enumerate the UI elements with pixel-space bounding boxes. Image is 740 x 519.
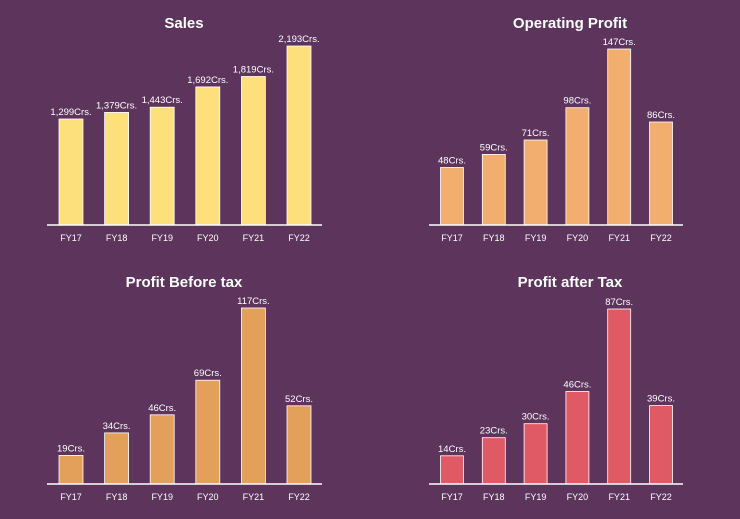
x-tick-label: FY18 bbox=[106, 492, 128, 502]
data-label: 14Crs. bbox=[438, 444, 466, 455]
bar-fy17 bbox=[440, 167, 464, 226]
data-label: 19Crs. bbox=[57, 443, 85, 454]
x-tick-label: FY17 bbox=[441, 492, 463, 502]
bar-fy17 bbox=[58, 454, 84, 485]
bar-fy20 bbox=[565, 107, 590, 226]
x-tick-label: FY21 bbox=[243, 492, 265, 502]
chart-title: Profit after Tax bbox=[518, 274, 623, 291]
chart-panel-3: Profit Before tax 19Crs. FY17 34Crs. FY18 46C… bbox=[47, 274, 322, 502]
bar-fy22 bbox=[649, 405, 673, 485]
chart-panel-1: Sales 1,299Crs. FY17 1,379Crs. FY18 1,443Crs.… bbox=[47, 15, 322, 243]
data-label: 34Crs. bbox=[103, 421, 131, 432]
chart-title: Sales bbox=[164, 15, 203, 32]
x-tick-label: FY19 bbox=[151, 492, 173, 502]
bar-fy20 bbox=[565, 391, 590, 485]
data-label: 1,819Crs. bbox=[233, 65, 274, 76]
x-tick-label: FY18 bbox=[483, 233, 505, 243]
x-tick-label: FY17 bbox=[60, 492, 82, 502]
bar-fy17 bbox=[58, 118, 84, 226]
bar-fy19 bbox=[523, 139, 548, 226]
x-tick-label: FY22 bbox=[650, 492, 672, 502]
data-label: 1,692Crs. bbox=[187, 75, 228, 86]
chart-panel-4: Profit after Tax 14Crs. FY17 23Crs. FY18 30Cr… bbox=[429, 274, 683, 502]
x-tick-label: FY22 bbox=[650, 233, 672, 243]
data-label: 39Crs. bbox=[647, 394, 675, 405]
x-tick-label: FY17 bbox=[60, 233, 82, 243]
data-label: 87Crs. bbox=[605, 297, 633, 308]
x-tick-label: FY21 bbox=[243, 233, 265, 243]
x-tick-label: FY22 bbox=[288, 492, 310, 502]
bar-fy18 bbox=[104, 432, 129, 485]
bar-fy18 bbox=[104, 112, 129, 226]
data-label: 117Crs. bbox=[237, 296, 270, 307]
data-label: 23Crs. bbox=[480, 426, 508, 437]
bar-fy21 bbox=[607, 308, 632, 485]
data-label: 1,299Crs. bbox=[50, 107, 91, 118]
x-tick-label: FY21 bbox=[608, 233, 630, 243]
data-label: 147Crs. bbox=[603, 37, 636, 48]
data-label: 1,379Crs. bbox=[96, 100, 137, 111]
data-label: 69Crs. bbox=[194, 368, 222, 379]
x-tick-label: FY20 bbox=[197, 492, 219, 502]
data-label: 2,193Crs. bbox=[278, 34, 319, 45]
x-tick-label: FY19 bbox=[525, 233, 547, 243]
bar-fy21 bbox=[607, 48, 632, 226]
x-tick-label: FY20 bbox=[197, 233, 219, 243]
data-label: 30Crs. bbox=[522, 412, 550, 423]
bar-fy19 bbox=[523, 423, 548, 485]
x-tick-label: FY17 bbox=[441, 233, 463, 243]
data-label: 1,443Crs. bbox=[142, 95, 183, 106]
data-label: 98Crs. bbox=[563, 96, 591, 107]
bar-fy18 bbox=[481, 153, 506, 226]
bar-fy21 bbox=[240, 76, 266, 226]
x-tick-label: FY20 bbox=[567, 492, 589, 502]
x-tick-label: FY18 bbox=[483, 492, 505, 502]
data-label: 46Crs. bbox=[563, 380, 591, 391]
x-tick-label: FY19 bbox=[151, 233, 173, 243]
bar-fy17 bbox=[440, 455, 464, 485]
bar-fy20 bbox=[195, 379, 221, 485]
x-tick-label: FY20 bbox=[567, 233, 589, 243]
data-label: 59Crs. bbox=[480, 142, 508, 153]
bar-fy22 bbox=[649, 121, 673, 226]
bar-fy22 bbox=[286, 45, 312, 226]
bar-fy18 bbox=[481, 437, 506, 485]
data-label: 52Crs. bbox=[285, 394, 313, 405]
x-tick-label: FY22 bbox=[288, 233, 310, 243]
x-tick-label: FY18 bbox=[106, 233, 128, 243]
bar-fy20 bbox=[195, 86, 221, 226]
bar-fy22 bbox=[286, 405, 312, 485]
x-tick-label: FY19 bbox=[525, 492, 547, 502]
bar-fy21 bbox=[240, 307, 266, 485]
data-label: 46Crs. bbox=[148, 403, 176, 414]
bar-fy19 bbox=[149, 414, 175, 485]
data-label: 71Crs. bbox=[522, 128, 550, 139]
data-label: 48Crs. bbox=[438, 156, 466, 167]
bar-fy19 bbox=[149, 106, 175, 226]
chart-title: Profit Before tax bbox=[126, 274, 243, 291]
data-label: 86Crs. bbox=[647, 110, 675, 121]
x-tick-label: FY21 bbox=[608, 492, 630, 502]
chart-panel-2: Operating Profit 48Crs. FY17 59Crs. FY18 71Cr… bbox=[429, 15, 683, 243]
chart-title: Operating Profit bbox=[513, 15, 627, 32]
